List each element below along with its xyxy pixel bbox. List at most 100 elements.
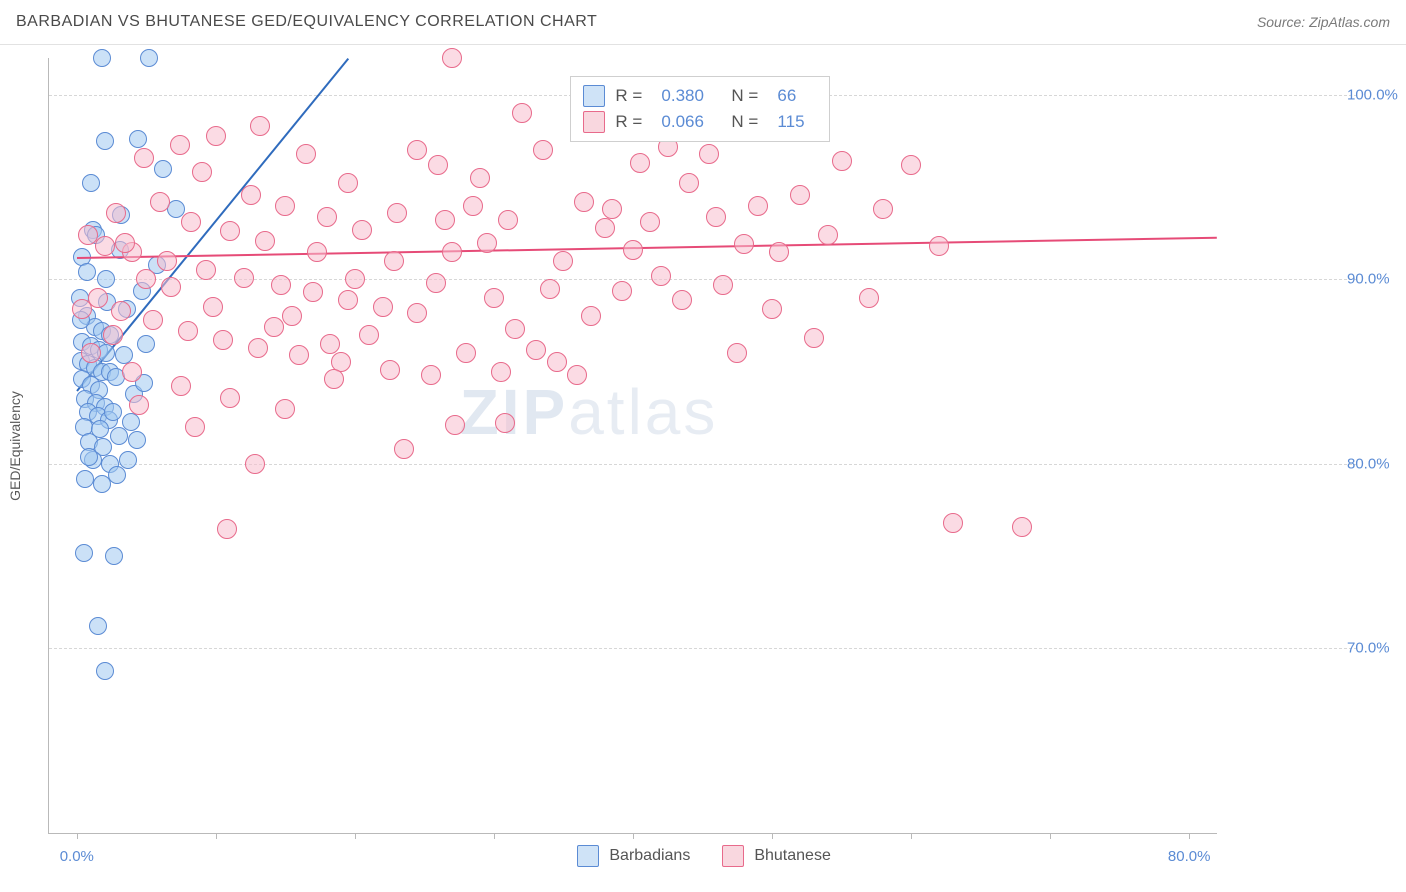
scatter-point — [748, 196, 768, 216]
scatter-point — [89, 617, 107, 635]
scatter-point — [384, 251, 404, 271]
scatter-point — [679, 173, 699, 193]
scatter-point — [495, 413, 515, 433]
scatter-point — [170, 135, 190, 155]
legend-swatch — [583, 85, 605, 107]
scatter-point — [97, 270, 115, 288]
scatter-point — [734, 234, 754, 254]
legend-n-value: 66 — [777, 86, 817, 106]
scatter-point — [96, 662, 114, 680]
scatter-point — [134, 148, 154, 168]
scatter-point — [72, 299, 92, 319]
scatter-point — [203, 297, 223, 317]
scatter-point — [699, 144, 719, 164]
scatter-point — [171, 376, 191, 396]
scatter-point — [196, 260, 216, 280]
scatter-point — [119, 451, 137, 469]
scatter-point — [943, 513, 963, 533]
scatter-point — [540, 279, 560, 299]
scatter-point — [275, 399, 295, 419]
scatter-point — [220, 388, 240, 408]
scatter-point — [426, 273, 446, 293]
scatter-point — [213, 330, 233, 350]
scatter-point — [442, 242, 462, 262]
scatter-point — [651, 266, 671, 286]
watermark-rest: atlas — [568, 376, 718, 448]
scatter-point — [76, 470, 94, 488]
legend-swatch — [722, 845, 744, 867]
legend-n-label: N = — [731, 112, 767, 132]
scatter-point — [832, 151, 852, 171]
scatter-point — [234, 268, 254, 288]
scatter-point — [154, 160, 172, 178]
scatter-point — [456, 343, 476, 363]
legend-r-value: 0.066 — [661, 112, 721, 132]
scatter-point — [143, 310, 163, 330]
scatter-point — [484, 288, 504, 308]
scatter-point — [271, 275, 291, 295]
scatter-point — [498, 210, 518, 230]
gridline-h — [49, 648, 1357, 649]
legend-n-value: 115 — [777, 112, 817, 132]
scatter-point — [220, 221, 240, 241]
x-tick-label: 0.0% — [60, 848, 94, 865]
legend-r-value: 0.380 — [661, 86, 721, 106]
scatter-point — [352, 220, 372, 240]
scatter-point — [873, 199, 893, 219]
scatter-point — [192, 162, 212, 182]
scatter-point — [157, 251, 177, 271]
scatter-point — [818, 225, 838, 245]
scatter-point — [122, 413, 140, 431]
scatter-point — [1012, 517, 1032, 537]
y-tick-label: 90.0% — [1347, 271, 1406, 288]
scatter-point — [137, 335, 155, 353]
chart-header: BARBADIAN VS BHUTANESE GED/EQUIVALENCY C… — [0, 0, 1406, 45]
chart-source: Source: ZipAtlas.com — [1257, 14, 1390, 30]
scatter-point — [307, 242, 327, 262]
plot-area: GED/Equivalency ZIPatlas 70.0%80.0%90.0%… — [48, 58, 1217, 834]
y-axis-label: GED/Equivalency — [7, 391, 23, 501]
scatter-point — [533, 140, 553, 160]
scatter-point — [217, 519, 237, 539]
legend-row: R =0.380N =66 — [583, 83, 817, 109]
x-tick — [911, 833, 912, 839]
scatter-point — [296, 144, 316, 164]
scatter-point — [623, 240, 643, 260]
scatter-point — [105, 547, 123, 565]
scatter-point — [602, 199, 622, 219]
scatter-point — [727, 343, 747, 363]
scatter-point — [150, 192, 170, 212]
scatter-point — [804, 328, 824, 348]
scatter-point — [324, 369, 344, 389]
scatter-point — [103, 325, 123, 345]
scatter-point — [574, 192, 594, 212]
x-tick — [77, 833, 78, 839]
scatter-point — [320, 334, 340, 354]
scatter-point — [80, 448, 98, 466]
scatter-point — [106, 203, 126, 223]
y-tick-label: 80.0% — [1347, 455, 1406, 472]
scatter-point — [470, 168, 490, 188]
scatter-point — [373, 297, 393, 317]
scatter-point — [526, 340, 546, 360]
x-tick — [494, 833, 495, 839]
scatter-point — [713, 275, 733, 295]
x-tick — [216, 833, 217, 839]
chart-title: BARBADIAN VS BHUTANESE GED/EQUIVALENCY C… — [16, 13, 597, 31]
scatter-point — [82, 174, 100, 192]
scatter-point — [185, 417, 205, 437]
legend-swatch — [583, 111, 605, 133]
scatter-point — [394, 439, 414, 459]
scatter-point — [264, 317, 284, 337]
scatter-point — [136, 269, 156, 289]
watermark: ZIPatlas — [460, 375, 719, 449]
y-tick-label: 70.0% — [1347, 640, 1406, 657]
scatter-point — [129, 395, 149, 415]
scatter-point — [595, 218, 615, 238]
scatter-point — [255, 231, 275, 251]
scatter-point — [762, 299, 782, 319]
legend-series-label: Bhutanese — [754, 847, 831, 865]
x-tick — [772, 833, 773, 839]
legend-correlation-box: R =0.380N =66R =0.066N =115 — [570, 76, 830, 142]
scatter-point — [250, 116, 270, 136]
